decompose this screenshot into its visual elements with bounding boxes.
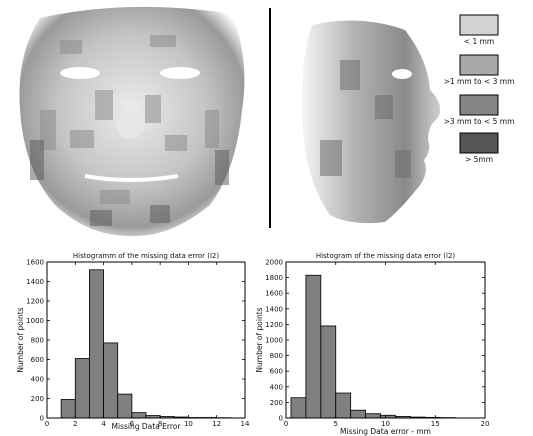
y-axis-label: Number of points: [255, 307, 264, 372]
frontal-face-render: [19, 6, 245, 237]
legend-label: > 5mm: [465, 155, 493, 164]
x-tick-label: 8: [158, 420, 162, 428]
y-tick-label: 1800: [265, 274, 283, 282]
y-tick-label: 1000: [265, 337, 283, 345]
y-tick-label: 400: [31, 376, 44, 384]
x-axis-label: Missing Data error - mm: [340, 427, 431, 436]
y-tick-label: 1400: [265, 305, 283, 313]
y-tick-label: 600: [31, 356, 44, 364]
legend-swatch: [459, 14, 499, 36]
y-tick-label: 800: [31, 337, 44, 345]
x-tick-label: 0: [284, 420, 288, 428]
histogram-bar: [103, 342, 119, 419]
legend-swatch: [459, 94, 499, 116]
x-tick-label: 4: [101, 420, 106, 428]
x-tick-label: 14: [241, 420, 250, 428]
y-tick-label: 1600: [26, 259, 44, 267]
y-tick-label: 1200: [265, 321, 283, 329]
x-tick-label: 12: [212, 420, 221, 428]
legend-label: < 1 mm: [464, 37, 494, 46]
y-tick-label: 800: [270, 352, 283, 360]
y-tick-label: 1000: [26, 317, 44, 325]
histogram-bar: [350, 409, 366, 419]
legend-label: >1 mm to < 3 mm: [444, 77, 515, 86]
y-tick-label: 1200: [26, 298, 44, 306]
y-axis-label: Number of points: [16, 307, 25, 372]
y-tick-label: 600: [270, 368, 283, 376]
y-tick-label: 200: [270, 399, 283, 407]
histogram-bar: [335, 392, 352, 419]
legend-swatch: [459, 132, 499, 154]
x-tick-label: 20: [481, 420, 490, 428]
chart-title: Histogram of the missing data error (l2): [316, 252, 456, 260]
error-legend: < 1 mm >1 mm to < 3 mm >3 mm to < 5 mm > 5m…: [444, 14, 515, 164]
histogram-bar: [74, 358, 90, 419]
x-tick-label: 2: [73, 420, 77, 428]
x-tick-label: 15: [431, 420, 440, 428]
x-tick-label: 5: [334, 420, 338, 428]
x-tick-label: 10: [381, 420, 390, 428]
histogram-bar: [320, 325, 337, 419]
y-tick-label: 200: [31, 395, 44, 403]
histogram-bar: [305, 274, 322, 419]
x-axis-label: Missing Data Error: [112, 422, 182, 431]
histogram-bar: [89, 269, 104, 419]
profile-face-render: [301, 20, 441, 224]
histogram-bar: [365, 413, 381, 419]
y-tick-label: 0: [40, 415, 44, 423]
histogram-bar: [131, 412, 147, 419]
legend-label: >3 mm to < 5 mm: [444, 117, 515, 126]
chart-title: Histogramm of the missing data error (l2…: [73, 252, 219, 260]
histogram-bar: [60, 399, 76, 419]
histogram-right: Histogram of the missing data error (l2)…: [255, 252, 489, 436]
x-tick-label: 10: [184, 420, 193, 428]
histogram-bar: [290, 397, 307, 419]
histogram-left: Histogramm of the missing data error (l2…: [16, 252, 250, 431]
legend-swatch: [459, 54, 499, 76]
x-tick-label: 0: [45, 420, 49, 428]
histogram-bar: [117, 393, 133, 419]
x-tick-label: 6: [130, 420, 135, 428]
y-tick-label: 1400: [26, 278, 44, 286]
y-tick-label: 2000: [265, 259, 283, 267]
y-tick-label: 400: [270, 383, 283, 391]
y-tick-label: 0: [279, 415, 283, 423]
y-tick-label: 1600: [265, 290, 283, 298]
